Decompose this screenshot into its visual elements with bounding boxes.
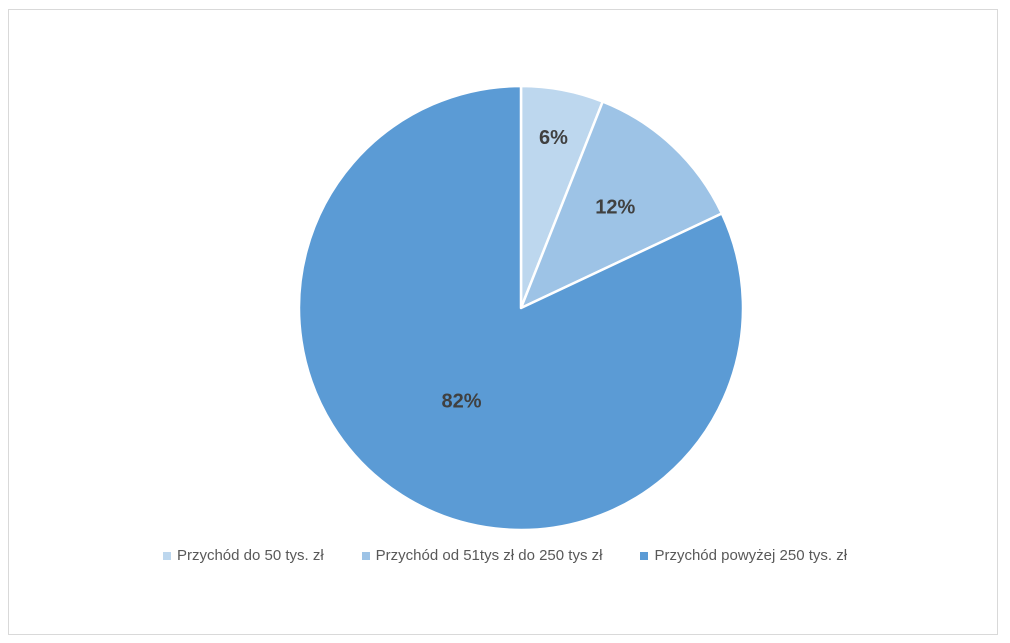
legend-label-0: Przychód do 50 tys. zł	[176, 547, 324, 564]
data-label-2: 82%	[442, 391, 482, 413]
data-label-1: 12%	[595, 197, 635, 219]
legend-item-0: Przychód do 50 tys. zł	[162, 547, 324, 564]
legend-label-1: Przychód od 51tys zł do 250 tys zł	[375, 547, 603, 564]
data-label-0: 6%	[539, 127, 568, 149]
pie-slice-2	[297, 84, 745, 532]
legend-item-2: Przychód powyżej 250 tys. zł	[640, 547, 847, 564]
legend-item-1: Przychód od 51tys zł do 250 tys zł	[361, 547, 603, 564]
legend-label-2: Przychód powyżej 250 tys. zł	[654, 547, 848, 564]
legend-swatch-icon	[640, 551, 649, 560]
pie-data-labels: 6% 12% 82%	[442, 127, 636, 413]
pie-slices	[297, 84, 745, 532]
legend: Przychód do 50 tys. zł Przychód od 51tys…	[0, 547, 1010, 564]
legend-swatch-icon	[162, 551, 171, 560]
legend-swatch-icon	[361, 551, 370, 560]
pie-slice-1	[519, 100, 724, 310]
